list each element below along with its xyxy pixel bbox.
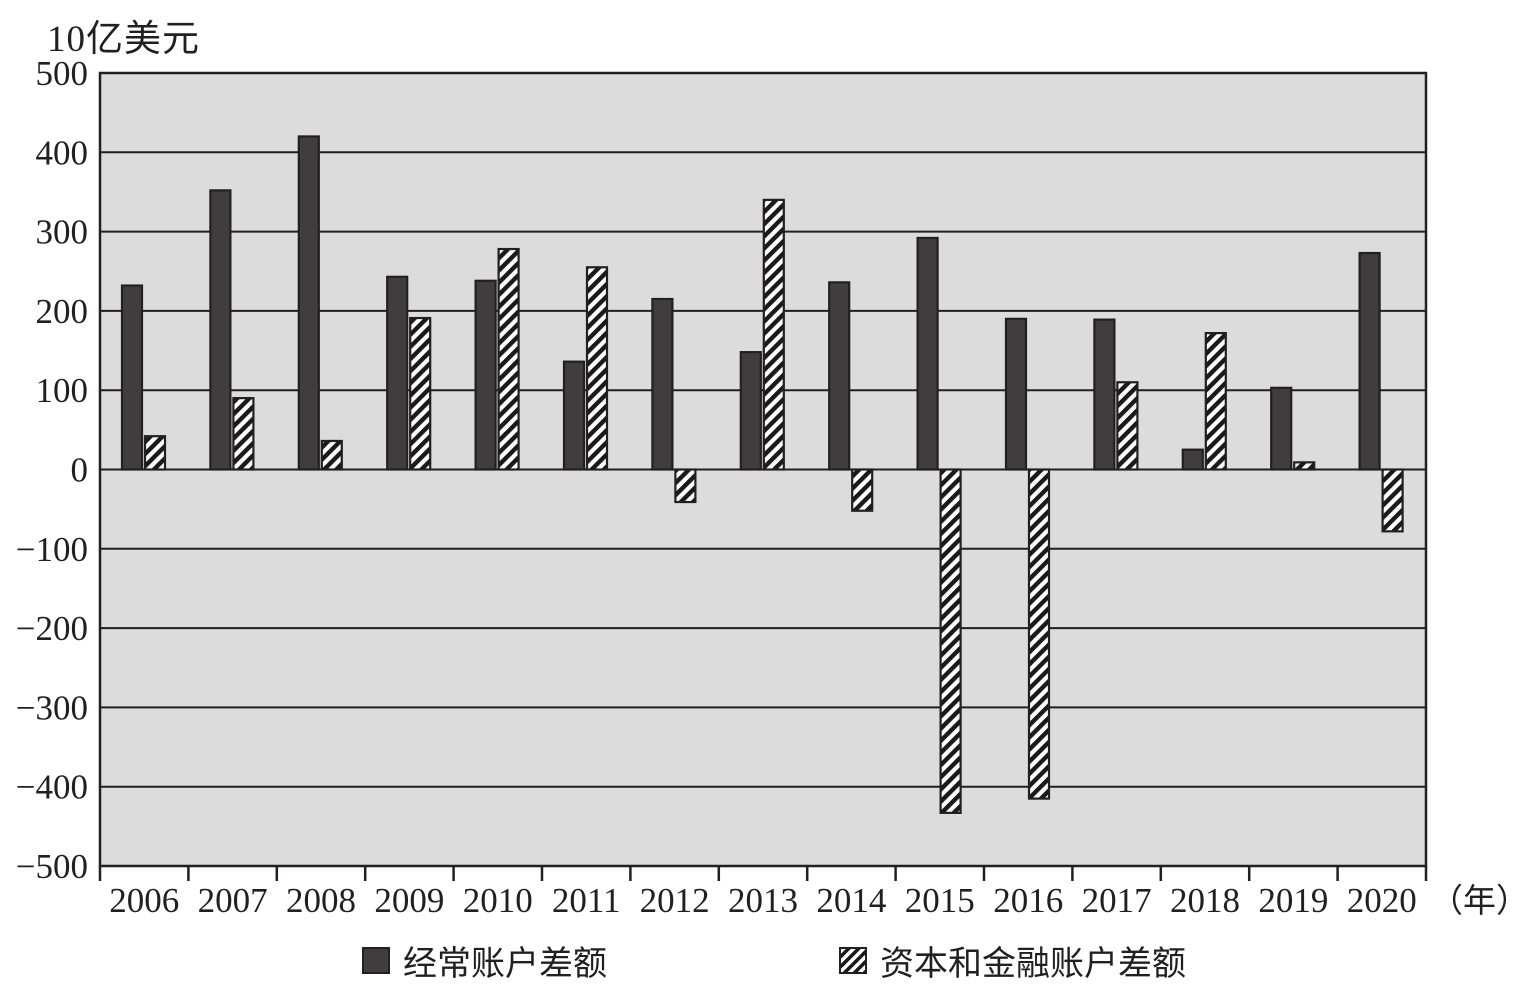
x-tick-label: 2006: [109, 881, 179, 920]
x-axis-unit-label: （年）: [1430, 883, 1516, 920]
y-tick-label: −300: [16, 688, 88, 727]
bar-current-account: [651, 297, 674, 471]
legend-item-capital-financial-account: 资本和金融账户差额: [839, 941, 1186, 983]
legend-swatch-hatched: [839, 946, 867, 974]
x-tick-label: 2015: [905, 881, 975, 920]
y-tick-label: 0: [71, 451, 89, 490]
bar-capital-financial-account: [674, 468, 697, 504]
bar-current-account: [1004, 317, 1028, 471]
x-tick-label: 2009: [374, 881, 444, 920]
y-tick-label: 500: [36, 54, 89, 93]
bar-current-account: [1270, 386, 1293, 471]
bar-current-account: [1358, 251, 1381, 471]
bar-current-account: [297, 135, 320, 471]
bar-capital-financial-account: [497, 247, 520, 471]
bar-capital-financial-account: [1204, 332, 1227, 471]
y-axis-unit-title: 10亿美元: [47, 19, 200, 60]
bar-current-account: [828, 281, 851, 471]
bar-capital-financial-account: [585, 266, 609, 471]
y-tick-label: 200: [36, 292, 89, 331]
y-tick-label: 300: [36, 213, 89, 252]
x-tick-label: 2020: [1347, 881, 1417, 920]
y-tick-label: 100: [36, 371, 89, 410]
bar-capital-financial-account: [939, 468, 962, 814]
bar-current-account: [1093, 318, 1116, 471]
x-tick-label: 2017: [1082, 881, 1152, 920]
bar-capital-financial-account: [320, 439, 343, 471]
bar-capital-financial-account: [1293, 461, 1316, 471]
y-tick-label: −200: [16, 609, 88, 648]
bar-current-account: [739, 351, 762, 471]
x-tick-label: 2016: [993, 881, 1063, 920]
bar-current-account: [916, 236, 939, 471]
bar-current-account: [1181, 448, 1204, 471]
legend-label-capital-financial-account: 资本和金融账户差额: [880, 945, 1186, 983]
bar-capital-financial-account: [1116, 381, 1139, 471]
bar-capital-financial-account: [1027, 468, 1051, 800]
x-tick-label: 2014: [816, 881, 886, 920]
bar-current-account: [562, 360, 586, 471]
bar-capital-financial-account: [409, 316, 432, 471]
legend-label-current-account: 经常账户差额: [403, 945, 607, 983]
x-tick-label: 2012: [640, 881, 710, 920]
bar-chart-canvas: 500 400 300 200 100 0 −100 −200 −300 −400 −500 2006…: [16, 54, 1516, 920]
bar-current-account: [474, 279, 497, 471]
bar-capital-financial-account: [762, 198, 785, 471]
bar-current-account: [120, 284, 144, 471]
y-tick-label: −100: [16, 530, 88, 569]
bar-capital-financial-account: [851, 468, 874, 512]
x-tick-label: 2018: [1170, 881, 1240, 920]
bar-capital-financial-account: [143, 435, 167, 471]
bar-current-account: [386, 275, 409, 471]
legend-swatch-solid: [362, 946, 390, 974]
bar-capital-financial-account: [232, 397, 255, 471]
y-tick-label: −400: [16, 768, 88, 807]
y-tick-label: 400: [36, 133, 89, 172]
bar-capital-financial-account: [1381, 468, 1404, 533]
x-tick-label: 2010: [463, 881, 533, 920]
x-tick-label: 2013: [728, 881, 798, 920]
x-tick-label: 2008: [286, 881, 356, 920]
x-tick-label: 2011: [552, 881, 621, 920]
x-tick-label: 2019: [1258, 881, 1328, 920]
bar-current-account: [209, 189, 232, 471]
legend-item-current-account: 经常账户差额: [362, 941, 607, 983]
x-tick-label: 2007: [198, 881, 268, 920]
y-tick-label: −500: [16, 847, 88, 886]
